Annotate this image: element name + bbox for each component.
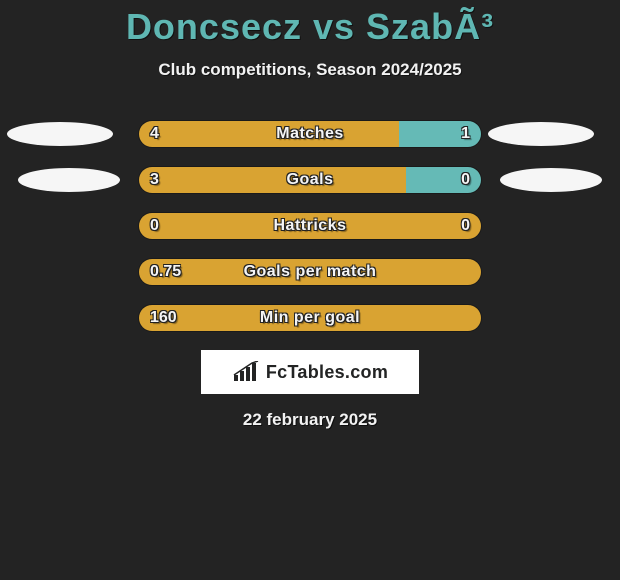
bars-icon xyxy=(232,361,260,383)
decorative-cloud xyxy=(7,122,113,146)
comparison-subtitle: Club competitions, Season 2024/2025 xyxy=(0,60,620,80)
decorative-cloud xyxy=(18,168,120,192)
logo-text: FcTables.com xyxy=(266,362,388,383)
stat-row: 160Min per goal xyxy=(0,304,620,332)
stat-row: 00Hattricks xyxy=(0,212,620,240)
comparison-title: Doncsecz vs SzabÃ³ xyxy=(0,0,620,48)
stat-metric-label: Hattricks xyxy=(138,212,482,240)
stat-metric-label: Matches xyxy=(138,120,482,148)
stat-row: 0.75Goals per match xyxy=(0,258,620,286)
stat-metric-label: Goals per match xyxy=(138,258,482,286)
decorative-cloud xyxy=(500,168,602,192)
decorative-cloud xyxy=(488,122,594,146)
stat-metric-label: Min per goal xyxy=(138,304,482,332)
comparison-rows: 41Matches30Goals00Hattricks0.75Goals per… xyxy=(0,120,620,332)
comparison-date: 22 february 2025 xyxy=(0,410,620,430)
stat-metric-label: Goals xyxy=(138,166,482,194)
logo-box: FcTables.com xyxy=(201,350,419,394)
